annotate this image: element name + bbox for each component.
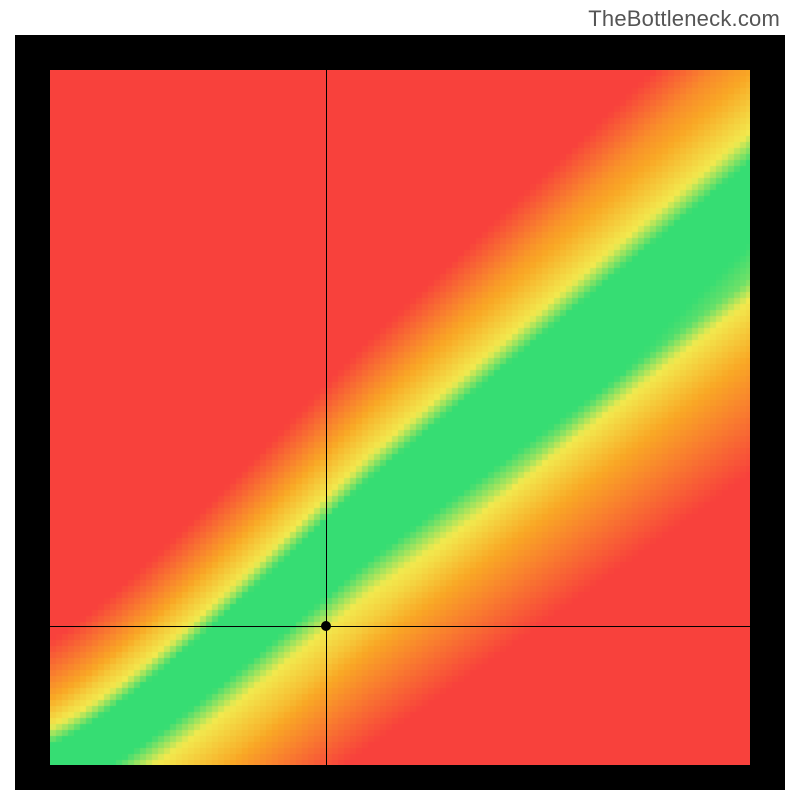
- watermark: TheBottleneck.com: [588, 6, 780, 32]
- crosshair-vertical: [326, 70, 327, 765]
- heatmap-plot: [50, 70, 750, 765]
- chart-frame: [15, 35, 785, 790]
- crosshair-marker-dot: [321, 621, 331, 631]
- heatmap-canvas: [50, 70, 750, 765]
- crosshair-horizontal: [50, 626, 750, 627]
